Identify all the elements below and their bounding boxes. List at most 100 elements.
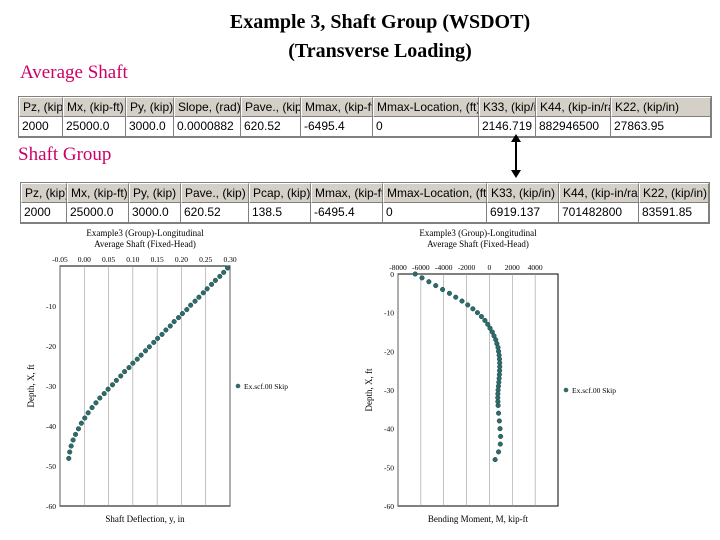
data-point (118, 373, 124, 379)
shaft-group-label: Shaft Group (18, 144, 112, 165)
table-cell[interactable]: 2000 (21, 203, 67, 223)
title-line-1: Example 3, Shaft Group (WSDOT) (229, 11, 531, 33)
average-shaft-label: Average Shaft (20, 62, 128, 83)
data-point (492, 457, 498, 463)
data-point (68, 443, 74, 449)
data-point (192, 298, 198, 304)
shaft-group-table: Pz, (kip) Mx, (kip-ft) Py, (kip) Pave., (ki… (20, 182, 710, 224)
data-point (446, 290, 452, 296)
plot-area (59, 265, 231, 507)
column-header[interactable]: K44, (kip-in/rad) (559, 183, 639, 203)
data-point (184, 307, 190, 313)
y-axis-label: Depth, X, ft (364, 368, 374, 411)
table-cell[interactable]: -6495.4 (301, 117, 373, 137)
column-header[interactable]: Slope, (rad) (174, 97, 241, 117)
data-point (217, 273, 223, 279)
data-point (163, 327, 169, 333)
average-shaft-table: Pz, (kip) Mx, (kip-ft) Py, (kip) Slope, (ra… (18, 96, 712, 138)
column-header[interactable]: Mmax, (kip-ft) (301, 97, 373, 117)
table-cell[interactable]: 6919.137 (487, 203, 559, 223)
table-cell[interactable]: -6495.4 (311, 203, 383, 223)
data-point (171, 319, 177, 325)
column-header[interactable]: Pcap, (kip) (249, 183, 311, 203)
table-cell[interactable]: 3000.0 (126, 117, 174, 137)
y-tick-label: -60 (384, 502, 394, 511)
y-tick-label: -30 (384, 386, 394, 395)
column-header[interactable]: Pave., (kip) (241, 97, 301, 117)
table-cell[interactable]: 0 (373, 117, 479, 137)
table-cell[interactable]: 2000 (19, 117, 63, 137)
data-point (179, 311, 185, 317)
data-point (175, 315, 182, 321)
table-cell[interactable]: 27863.95 (611, 117, 711, 137)
data-point (204, 286, 210, 292)
table-row: 2000 25000.0 3000.0 620.52 138.5 -6495.4 0 6919… (21, 203, 709, 223)
column-header[interactable]: K22, (kip/in) (611, 97, 711, 117)
column-header[interactable]: Py, (kip) (129, 183, 181, 203)
data-point (470, 306, 476, 312)
data-point (465, 302, 471, 308)
data-point (497, 426, 503, 432)
column-header[interactable]: Mmax-Location, (ft) (383, 183, 487, 203)
table-header-row: Pz, (kip) Mx, (kip-ft) Py, (kip) Slope, (ra… (19, 97, 711, 117)
column-header[interactable]: K22, (kip/in) (639, 183, 709, 203)
data-point (72, 431, 79, 437)
data-point (93, 400, 99, 406)
x-tick-label: 0.00 (78, 255, 91, 264)
column-header[interactable]: K44, (kip-in/rad) (536, 97, 611, 117)
y-tick-label: -20 (46, 342, 56, 351)
table-cell[interactable]: 2146.719 (479, 117, 536, 137)
data-point (101, 391, 107, 397)
x-tick-label: -8000 (389, 263, 407, 272)
table-cell[interactable]: 25000.0 (67, 203, 129, 223)
y-axis-label: Depth, X, ft (26, 364, 36, 407)
table-cell[interactable]: 83591.85 (639, 203, 709, 223)
legend-marker (563, 387, 569, 393)
column-header[interactable]: Mmax, (kip-ft) (311, 183, 383, 203)
y-tick-label: 0 (390, 270, 394, 279)
table-cell[interactable]: 3000.0 (129, 203, 181, 223)
table-cell[interactable]: 620.52 (181, 203, 249, 223)
x-tick-label: 0.25 (199, 255, 212, 264)
data-point (109, 382, 116, 388)
x-tick-label: -2000 (458, 263, 476, 272)
legend-label: Ex.scf.00 Skip (244, 382, 288, 391)
data-point (105, 386, 111, 392)
table-cell[interactable]: 138.5 (249, 203, 311, 223)
table-cell[interactable]: 620.52 (241, 117, 301, 137)
table-cell[interactable]: 701482800 (559, 203, 639, 223)
data-point (495, 402, 501, 409)
table-cell[interactable]: 25000.0 (63, 117, 126, 137)
table-cell[interactable]: 882946500 (536, 117, 611, 137)
chart-title: Example3 (Group)-Longitudinal (419, 228, 537, 238)
data-point (89, 405, 95, 411)
data-point (67, 449, 73, 455)
data-point (155, 335, 161, 341)
data-point (485, 321, 491, 327)
data-point (126, 365, 132, 371)
data-point (142, 348, 149, 354)
column-header[interactable]: Mx, (kip-ft) (63, 97, 126, 117)
double-arrow-icon (511, 134, 521, 178)
column-header[interactable]: Pz, (kip) (21, 183, 67, 203)
table-cell[interactable]: 0 (383, 203, 487, 223)
column-header[interactable]: Mmax-Location, (ft) (373, 97, 479, 117)
y-tick-label: -10 (384, 309, 394, 318)
data-point (497, 441, 503, 447)
column-header[interactable]: Py, (kip) (126, 97, 174, 117)
x-tick-label: 0.05 (102, 255, 115, 264)
column-header[interactable]: Pz, (kip) (19, 97, 63, 117)
data-point (419, 275, 425, 281)
y-tick-label: -50 (46, 462, 56, 471)
data-point (221, 269, 227, 275)
column-header[interactable]: Mx, (kip-ft) (67, 183, 129, 203)
column-header[interactable]: K33, (kip/in) (487, 183, 559, 203)
data-point (196, 294, 202, 300)
data-point (474, 310, 480, 316)
column-header[interactable]: K33, (kip/in) (479, 97, 536, 117)
table-cell[interactable]: 0.0000882 (174, 117, 241, 137)
data-point (482, 317, 488, 323)
column-header[interactable]: Pave., (kip) (181, 183, 249, 203)
data-point (82, 415, 88, 421)
data-point (78, 420, 84, 426)
